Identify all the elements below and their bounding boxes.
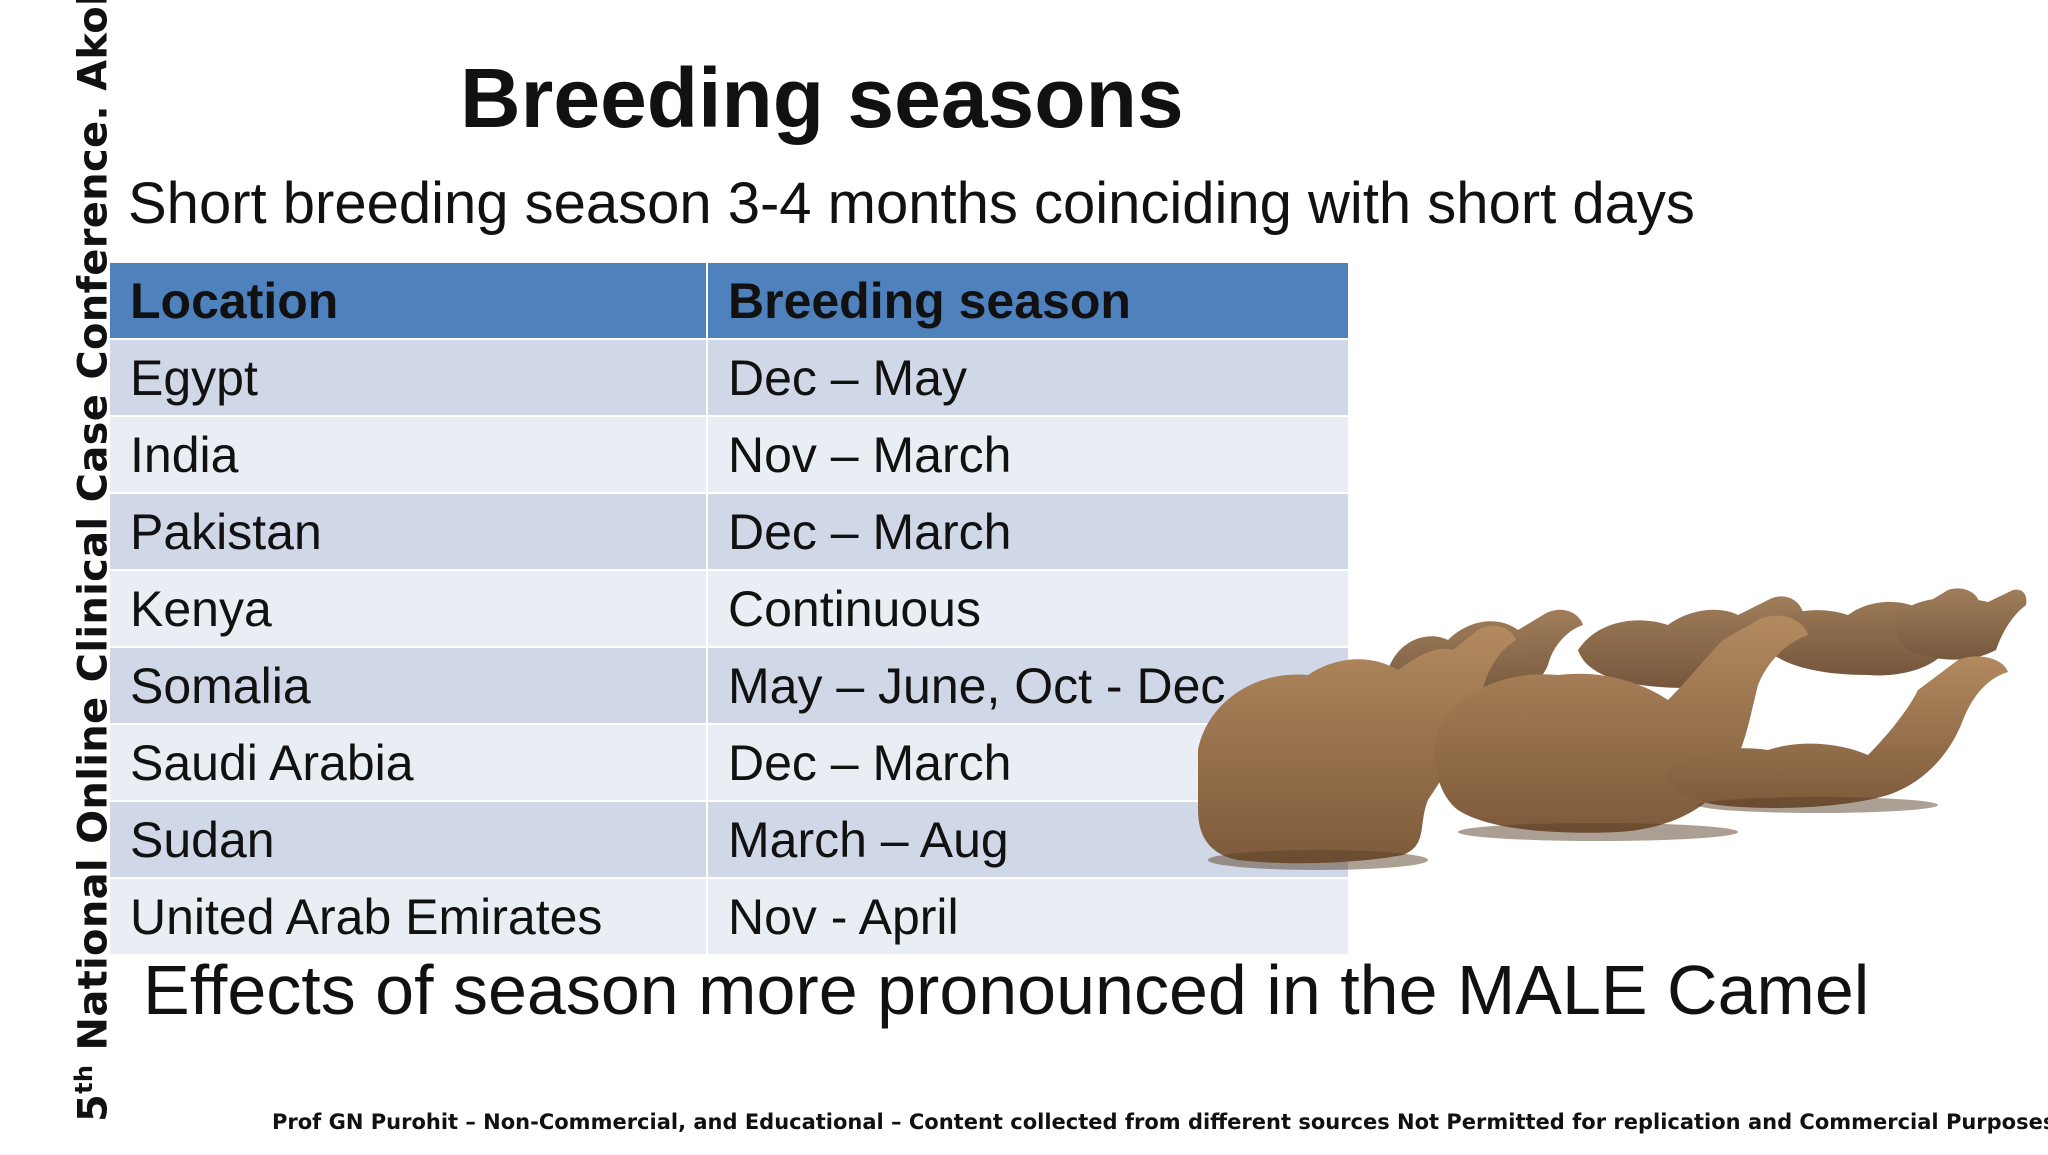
- season-cell: Continuous: [706, 569, 1350, 648]
- location-cell: Pakistan: [108, 492, 708, 571]
- location-cell: India: [108, 415, 708, 494]
- table-row: India Nov – March: [108, 415, 1350, 494]
- location-cell: Saudi Arabia: [108, 723, 708, 802]
- table-row: Sudan March – Aug: [108, 800, 1350, 879]
- location-cell: Somalia: [108, 646, 708, 725]
- season-cell: Dec – May: [706, 338, 1350, 417]
- location-cell: United Arab Emirates: [108, 877, 708, 956]
- breeding-season-table: Location Breeding season Egypt Dec – May …: [108, 261, 1350, 956]
- table-row: Pakistan Dec – March: [108, 492, 1350, 571]
- header-breeding-season: Breeding season: [706, 261, 1350, 340]
- location-cell: Sudan: [108, 800, 708, 879]
- effects-statement: Effects of season more pronounced in the…: [143, 951, 1870, 1029]
- location-cell: Egypt: [108, 338, 708, 417]
- table-row: United Arab Emirates Nov - April: [108, 877, 1350, 956]
- slide-title: Breeding seasons: [460, 51, 1184, 145]
- camels-image: [1198, 588, 2027, 870]
- table-row: Somalia May – June, Oct - Dec: [108, 646, 1350, 725]
- slide-subtitle: Short breeding season 3-4 months coincid…: [128, 171, 1695, 236]
- footer-disclaimer: Prof GN Purohit – Non-Commercial, and Ed…: [272, 1110, 2048, 1134]
- conference-ordinal: 5: [70, 1093, 117, 1122]
- season-cell: Nov – March: [706, 415, 1350, 494]
- season-cell: Dec – March: [706, 492, 1350, 571]
- season-cell: Nov - April: [706, 877, 1350, 956]
- table-row: Egypt Dec – May: [108, 338, 1350, 417]
- table-header-row: Location Breeding season: [108, 261, 1350, 340]
- table-row: Kenya Continuous: [108, 569, 1350, 648]
- location-cell: Kenya: [108, 569, 708, 648]
- table-row: Saudi Arabia Dec – March: [108, 723, 1350, 802]
- header-location: Location: [108, 261, 708, 340]
- ordinal-suffix: th: [70, 1064, 98, 1094]
